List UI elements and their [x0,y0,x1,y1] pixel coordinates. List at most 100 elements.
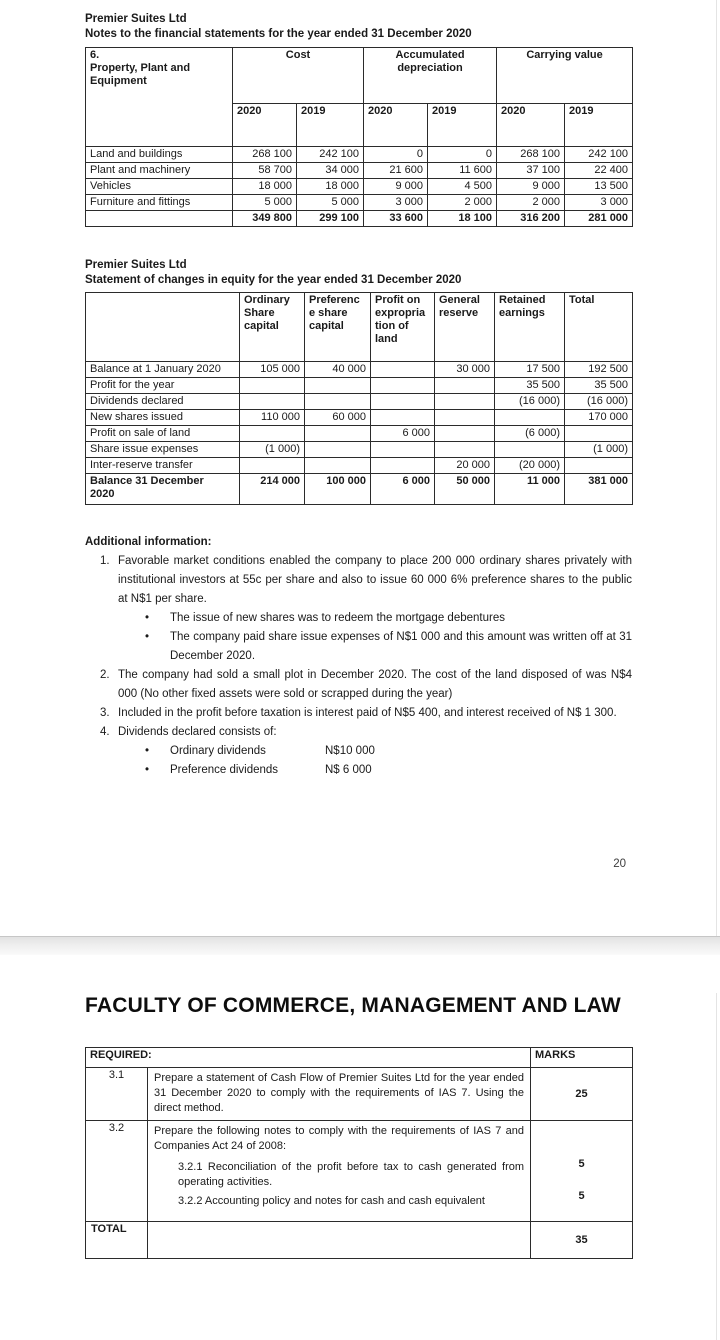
requirement-description: Prepare the following notes to comply wi… [146,1120,532,1222]
value-cell: 13 500 [564,178,634,195]
value-cell: 30 000 [434,361,495,378]
value-cell [370,441,435,458]
value-cell [434,425,495,442]
row-label: Balance at 1 January 2020 [85,361,240,378]
list-item-text: The company had sold a small plot in Dec… [118,669,632,700]
table-row: Vehicles 18 000 18 000 9 000 4 500 9 000… [85,178,634,195]
requirement-row-3-1: 3.1 Prepare a statement of Cash Flow of … [85,1067,634,1121]
list-item-number: 4. [100,726,110,738]
value-cell: (20 000) [494,457,565,474]
bullet-icon: • [145,612,150,624]
value-cell [370,377,435,394]
value-cell: 20 000 [434,457,495,474]
value-cell: 17 500 [494,361,565,378]
list-item-number: 1. [100,555,110,567]
equity-header-profit-on-expropriation: Profit on expropria tion of land [370,292,435,362]
row-label: Dividends declared [85,393,240,410]
value-cell: 2 000 [427,194,498,211]
value-cell [239,377,305,394]
page-number: 20 [613,858,626,870]
value-cell: 34 000 [295,162,365,179]
list-item-text: Dividends declared consists of: [118,726,277,738]
value-cell: 4 500 [427,178,498,195]
row-label: New shares issued [85,409,240,426]
list-item: 4. Dividends declared consists of: • Ord… [100,723,632,780]
value-cell: 9 000 [363,178,429,195]
table-row: Plant and machinery 58 700 34 000 21 600… [85,162,634,179]
requirement-text: Prepare a statement of Cash Flow of Prem… [154,1072,525,1114]
list-item: • The issue of new shares was to redeem … [145,609,632,628]
ppe-year-cell: 2019 [295,103,365,147]
value-cell [370,457,435,474]
ppe-header-cost: Cost [231,47,365,104]
row-label: Plant and machinery [85,162,233,179]
value-cell: 11 600 [427,162,498,179]
value-cell: 0 [363,146,429,163]
required-header-label: REQUIRED: [84,1047,532,1068]
marks-value: 5 [578,1190,585,1202]
equity-header-preference-share-capital: Preferenc e share capital [304,292,371,362]
marks-cell: 5 5 [530,1120,634,1222]
value-cell [304,393,371,410]
equity-header-total: Total [564,292,633,362]
requirement-number: 3.1 [85,1067,148,1121]
additional-information-section: Additional information: 1. Favorable mar… [85,533,632,780]
value-cell [370,361,435,378]
bullet-text: The company paid share issue expenses of… [170,631,632,662]
value-cell [494,409,565,426]
equity-table: Ordinary Share capital Preferenc e share… [85,292,633,505]
document-page-2: FACULTY OF COMMERCE, MANAGEMENT AND LAW … [0,993,717,1340]
ppe-year-cell: 2019 [427,103,498,147]
value-cell: 242 100 [564,146,634,163]
notes-title: Notes to the financial statements for th… [85,28,472,40]
equity-header-general-reserve: General reserve [434,292,495,362]
bullet-icon: • [145,745,150,757]
required-table: REQUIRED: MARKS 3.1 Prepare a statement … [84,1047,634,1259]
bullet-icon: • [145,764,150,776]
value-cell [370,409,435,426]
value-cell [494,441,565,458]
dividend-amount: N$10 000 [325,745,375,757]
total-row: TOTAL 35 [85,1221,634,1259]
equity-header-blank [85,292,240,362]
list-item-number: 3. [100,707,110,719]
table-row: New shares issued 110 000 60 000 170 000 [85,409,633,426]
table-row: Profit for the year 35 500 35 500 [85,377,633,394]
value-cell: 18 000 [232,178,297,195]
row-label: Share issue expenses [85,441,240,458]
row-label: Vehicles [85,178,233,195]
row-label: Profit on sale of land [85,425,240,442]
value-cell: 22 400 [564,162,634,179]
requirement-description: Prepare a statement of Cash Flow of Prem… [146,1067,532,1121]
value-cell: 5 000 [232,194,297,211]
total-cell: 316 200 [496,210,566,227]
value-cell [564,457,633,474]
ppe-year-row: 2020 2019 2020 2019 2020 2019 [86,103,634,147]
marks-header-label: MARKS [530,1047,634,1068]
equity-header-ordinary-share-capital: Ordinary Share capital [239,292,305,362]
dividend-row: • Ordinary dividends N$10 000 [145,742,632,761]
value-cell [239,425,305,442]
total-marks-value: 35 [530,1221,634,1259]
value-cell: 192 500 [564,361,633,378]
table-row: Profit on sale of land 6 000 (6 000) [85,425,633,442]
marks-value: 5 [578,1158,585,1170]
ppe-table: 6. Property, Plant and Equipment Cost Ac… [85,47,634,227]
list-item: 2. The company had sold a small plot in … [100,666,632,704]
ppe-year-cell: 2020 [496,103,566,147]
value-cell: 58 700 [232,162,297,179]
row-label: Inter-reserve transfer [85,457,240,474]
value-cell: 21 600 [363,162,429,179]
value-cell: 3 000 [564,194,634,211]
requirement-intro: Prepare the following notes to comply wi… [154,1125,525,1152]
list-item-text: Included in the profit before taxation i… [118,707,617,719]
ppe-header-carrying-value: Carrying value [496,47,634,104]
row-label: Land and buildings [85,146,233,163]
list-item-text: Favorable market conditions enabled the … [118,555,632,605]
table-row: Share issue expenses (1 000) (1 000) [85,441,633,458]
table-row: Inter-reserve transfer 20 000 (20 000) [85,457,633,474]
dividend-row: • Preference dividends N$ 6 000 [145,761,632,780]
row-label: Furniture and fittings [85,194,233,211]
total-cell: 6 000 [370,473,435,505]
value-cell [564,425,633,442]
